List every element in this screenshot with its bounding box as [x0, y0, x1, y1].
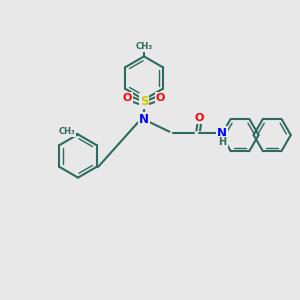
Text: N: N: [139, 113, 149, 126]
Text: H: H: [218, 137, 227, 147]
Text: S: S: [140, 94, 148, 108]
Text: O: O: [156, 93, 165, 103]
Text: N: N: [217, 127, 227, 140]
Text: O: O: [123, 93, 132, 103]
Text: CH₃: CH₃: [58, 127, 75, 136]
Text: CH₃: CH₃: [135, 42, 153, 51]
Text: O: O: [195, 113, 204, 123]
